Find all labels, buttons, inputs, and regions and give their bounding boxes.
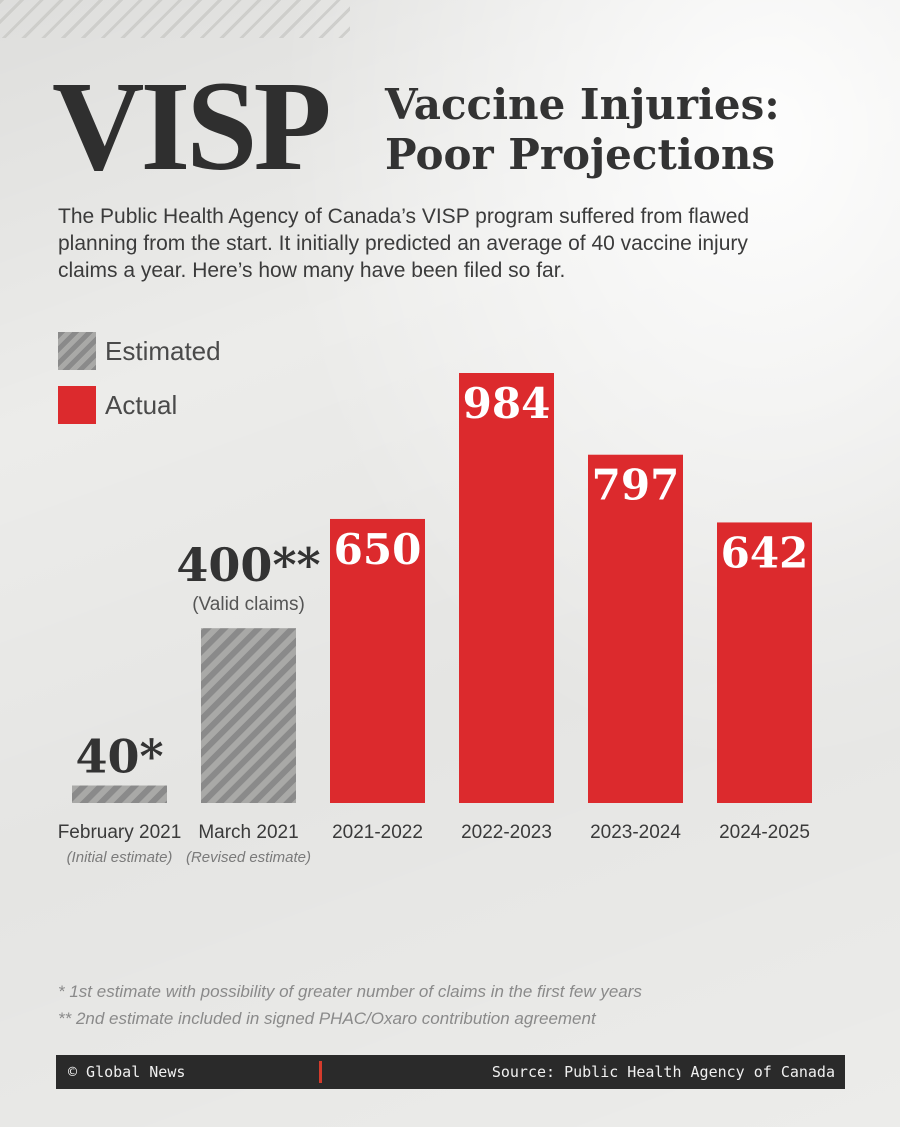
bar-2021-2022 [330,518,425,803]
bar-february-2021 [72,785,167,803]
legend-label-actual: Actual [105,389,178,420]
legend-label-estimated: Estimated [105,335,221,366]
footnote-2: ** 2nd estimate included in signed PHAC/… [58,1009,596,1028]
data-label: 984 [463,379,551,428]
legend-item-estimated: Estimated [58,332,221,370]
data-label: 797 [592,461,680,510]
x-tick-sublabel: (Initial estimate) [67,849,173,866]
x-tick-label: 2021-2022 [332,822,423,843]
x-tick-label: 2024-2025 [719,822,810,843]
x-tick-label: February 2021 [58,822,182,843]
intro-text: The Public Health Agency of Canada’s VIS… [58,203,858,284]
x-tick-label: 2023-2024 [590,822,681,843]
data-label: 40* [75,730,163,784]
subtitle-line-2: Poor Projections [385,130,775,179]
x-tick-label: March 2021 [198,822,298,843]
actual-swatch [58,386,96,424]
bar-march-2021 [201,628,296,803]
x-tick-sublabel: (Revised estimate) [186,849,311,866]
page-subtitle: Vaccine Injuries: Poor Projections [385,80,865,180]
x-tick-label: 2022-2023 [461,822,552,843]
footer-separator [319,1061,322,1083]
intro-line-1: The Public Health Agency of Canada’s VIS… [58,205,750,228]
decorative-hatch [0,0,350,38]
footer-source: Source: Public Health Agency of Canada [491,1063,835,1081]
bar-2023-2024 [588,454,683,803]
legend-item-actual: Actual [58,386,221,424]
intro-line-2: planning from the start. It initially pr… [58,232,748,255]
subtitle-line-1: Vaccine Injuries: [385,80,780,129]
footer-credit: © Global News [68,1063,186,1081]
bars-group: 40*February 2021(Initial estimate)400**(… [58,373,812,866]
footnote-1: * 1st estimate with possibility of great… [58,982,642,1001]
chart-legend: Estimated Actual [58,332,221,440]
footnotes: * 1st estimate with possibility of great… [58,978,642,1032]
footer-bar: © Global News Source: Public Health Agen… [56,1055,845,1089]
data-label: 650 [334,525,422,574]
page-title: VISP [52,55,332,197]
intro-line-3: claims a year. Here’s how many have been… [58,259,566,282]
bar-2022-2023 [459,373,554,803]
bar-2024-2025 [717,522,812,803]
estimated-swatch [58,332,96,370]
data-label: 400** [176,538,320,592]
data-label-note: (Valid claims) [192,594,305,615]
data-label: 642 [721,528,809,577]
